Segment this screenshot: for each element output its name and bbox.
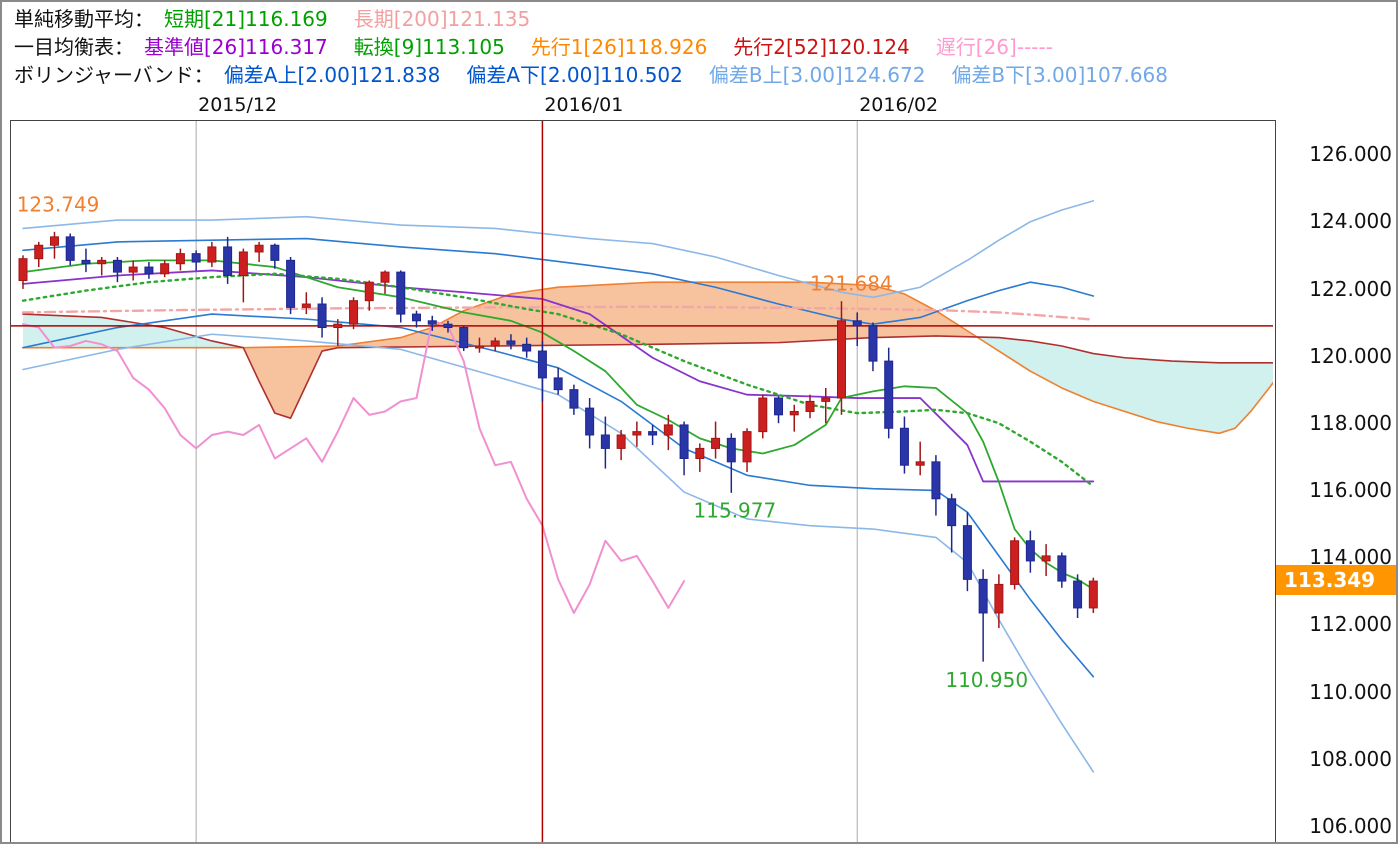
y-axis-label: 122.000 [1309,276,1392,301]
y-axis-label: 112.000 [1309,612,1392,637]
legend-value: 遅行[26]----- [935,35,1053,59]
x-axis-label: 2015/12 [198,94,278,116]
y-axis-label: 108.000 [1309,746,1392,771]
svg-text:115.977: 115.977 [694,498,777,522]
legend-row-bollinger: ボリンジャーバンド： 偏差A上[2.00]121.838 偏差A下[2.00]110… [14,62,1194,88]
legend-value: 偏差B下[3.00]107.668 [951,63,1168,87]
x-axis-label: 2016/01 [544,94,624,116]
svg-text:123.749: 123.749 [17,193,100,217]
y-axis-label: 116.000 [1309,478,1392,503]
chart-plot[interactable]: 123.749 121.684 115.977 110.950 [10,120,1276,842]
x-axis-label: 2016/02 [859,94,939,116]
y-axis-label: 126.000 [1309,142,1392,167]
legend-value: 基準値[26]116.317 [144,35,328,59]
legend-value: 先行1[26]118.926 [530,35,708,59]
legend-value: 短期[21]116.169 [164,7,328,31]
legend-value: 転換[9]113.105 [353,35,505,59]
y-axis-label: 118.000 [1309,410,1392,435]
legend-row-ichimoku: 一目均衡表： 基準値[26]116.317 転換[9]113.105 先行1[26]1… [14,34,1079,60]
y-axis-label: 106.000 [1309,813,1392,838]
legend-row-sma: 単純移動平均： 短期[21]116.169 長期[200]121.135 [14,6,556,32]
legend-value: 偏差A下[2.00]110.502 [466,63,683,87]
current-price-badge: 113.349 [1276,565,1396,596]
legend-value: 偏差A上[2.00]121.838 [223,63,441,87]
y-axis-label: 110.000 [1309,679,1392,704]
legend-label-ichimoku: 一目均衡表： [14,35,134,59]
y-axis-label: 124.000 [1309,209,1392,234]
svg-text:121.684: 121.684 [810,272,893,296]
legend-label-sma: 単純移動平均： [14,7,154,31]
legend-value: 長期[200]121.135 [353,7,531,31]
svg-text:110.950: 110.950 [945,668,1028,692]
legend-value: 偏差B上[3.00]124.672 [708,63,926,87]
legend-label-bollinger: ボリンジャーバンド： [14,63,214,87]
legend-value: 先行2[52]120.124 [733,35,910,59]
y-axis-labels: 126.000 124.000 122.000 120.000 118.000 116.0… [1276,120,1396,842]
y-axis-label: 120.000 [1309,343,1392,368]
